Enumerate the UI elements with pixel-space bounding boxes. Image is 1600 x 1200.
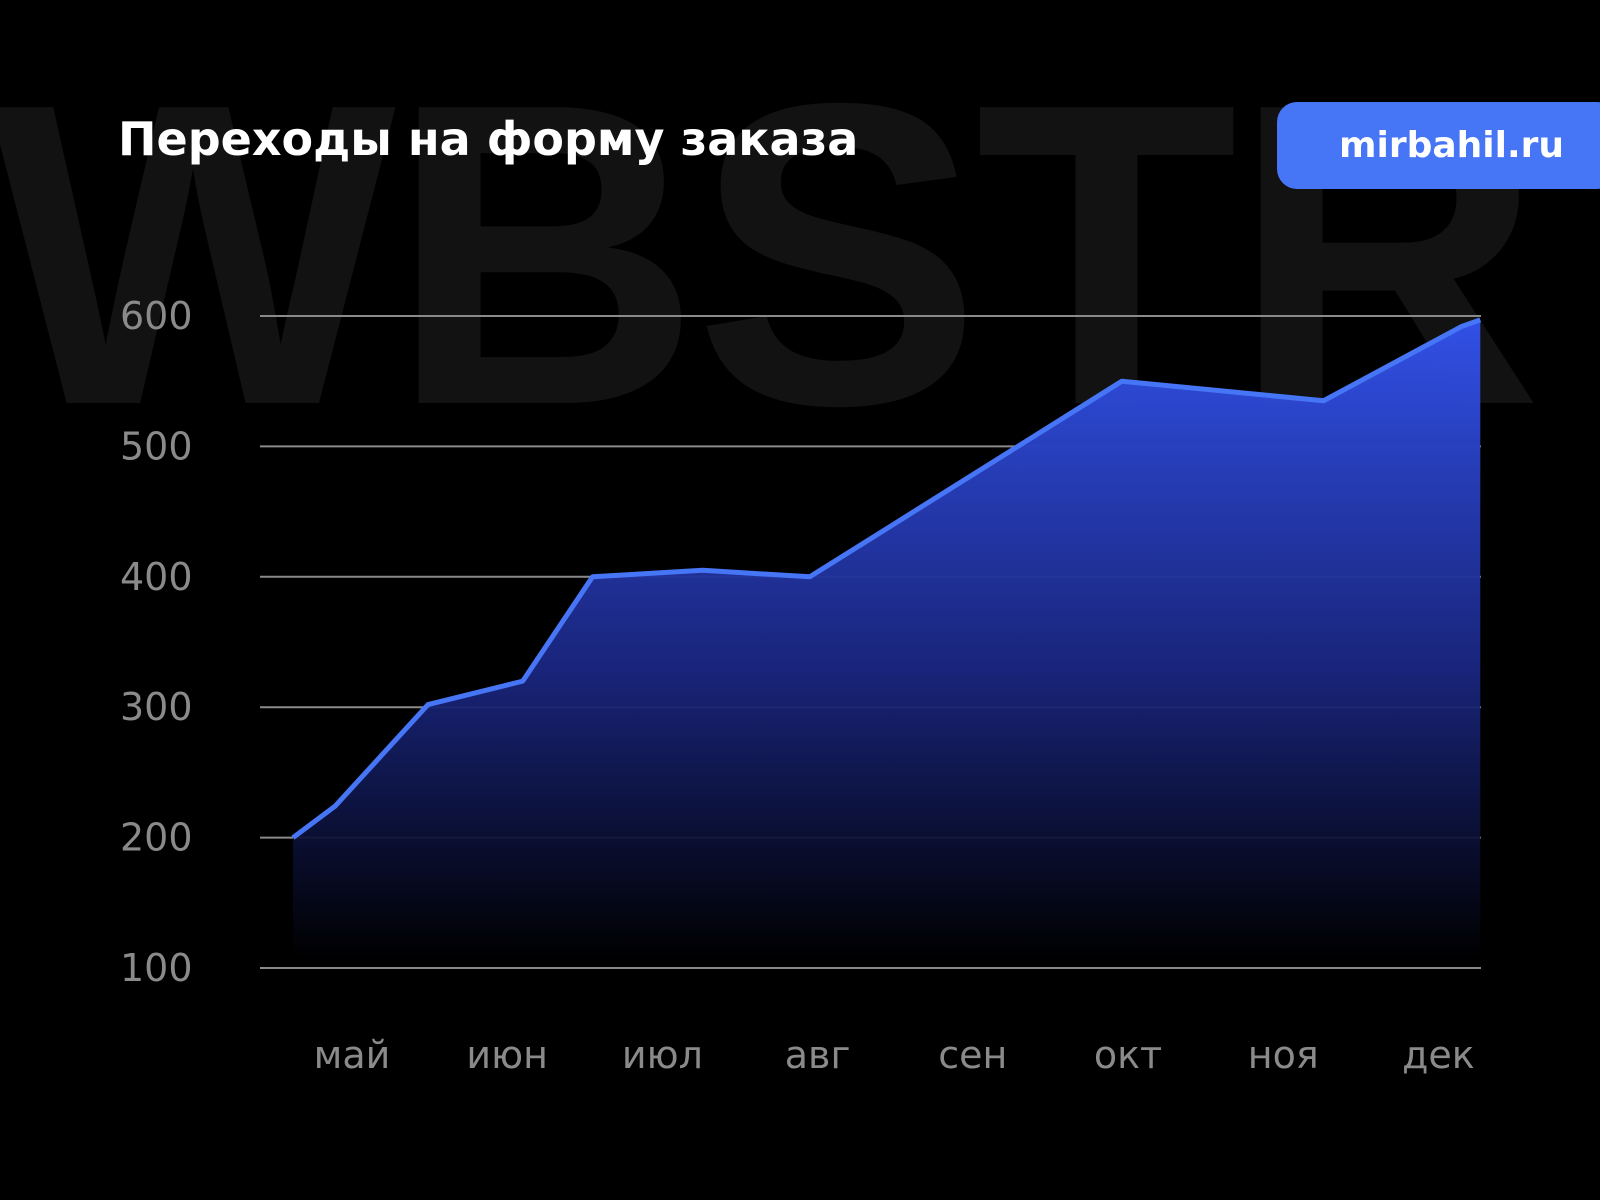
y-tick-label: 500	[120, 424, 193, 468]
x-tick-label: ноя	[1248, 1033, 1319, 1077]
y-tick-label: 600	[120, 294, 193, 338]
x-tick-label: сен	[938, 1033, 1007, 1077]
y-tick-label: 200	[120, 816, 193, 860]
area-fill	[293, 319, 1481, 960]
x-tick-label: июн	[466, 1033, 548, 1077]
x-tick-label: дек	[1402, 1033, 1475, 1077]
y-tick-label: 400	[120, 555, 193, 599]
chart-title: Переходы на форму заказа	[118, 112, 859, 166]
x-tick-label: май	[314, 1033, 391, 1077]
x-tick-label: июл	[622, 1033, 703, 1077]
y-tick-label: 300	[120, 685, 193, 729]
y-tick-label: 100	[120, 946, 193, 990]
site-badge[interactable]: mirbahil.ru	[1277, 102, 1600, 189]
x-tick-label: авг	[785, 1033, 851, 1077]
x-tick-label: окт	[1094, 1033, 1162, 1077]
